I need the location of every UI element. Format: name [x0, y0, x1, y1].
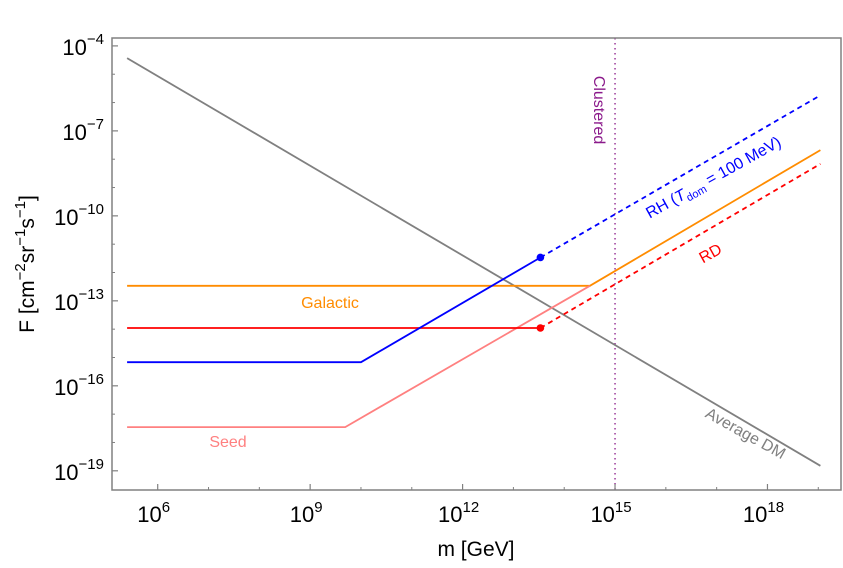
- x-tick-label: 109: [290, 499, 323, 527]
- y-tick-label: 10−19: [54, 456, 104, 485]
- marker-0: [536, 253, 545, 262]
- x-tick-label: 1012: [438, 499, 479, 527]
- label-seed: Seed: [209, 434, 246, 451]
- y-axis-label: F [cm−2sr−1s−1]: [12, 195, 39, 333]
- x-axis-label: m [GeV]: [437, 538, 514, 561]
- y-tick-label: 10−7: [62, 116, 104, 145]
- series-average-dm-solid: [126, 57, 821, 467]
- label-rd: RD: [697, 241, 725, 267]
- x-tick-label: 1015: [590, 499, 631, 527]
- ticks-layer: 106 109 1012 1015 1018 10−4 10−7 10−10 10−13 10−1…: [54, 31, 819, 527]
- label-rh: RH (Tdom = 100 MeV): [643, 134, 785, 225]
- y-tick-label: 10−10: [54, 201, 104, 230]
- x-tick-label: 1018: [743, 499, 784, 527]
- marker-1: [536, 324, 545, 332]
- y-tick-label: 10−13: [54, 286, 104, 315]
- y-tick-label: 10−16: [54, 371, 104, 400]
- plot-frame: [111, 37, 842, 491]
- series-rd-dashed: [539, 163, 821, 329]
- label-galactic: Galactic: [301, 295, 359, 312]
- series-rh-solid: [127, 256, 541, 364]
- series-layer: [126, 38, 821, 490]
- label-clustered: Clustered: [590, 76, 607, 144]
- series-seed-solid: [127, 285, 591, 428]
- label-average-dm: Average DM: [702, 405, 788, 463]
- y-tick-label: 10−4: [62, 31, 104, 60]
- x-tick-label: 106: [137, 499, 170, 527]
